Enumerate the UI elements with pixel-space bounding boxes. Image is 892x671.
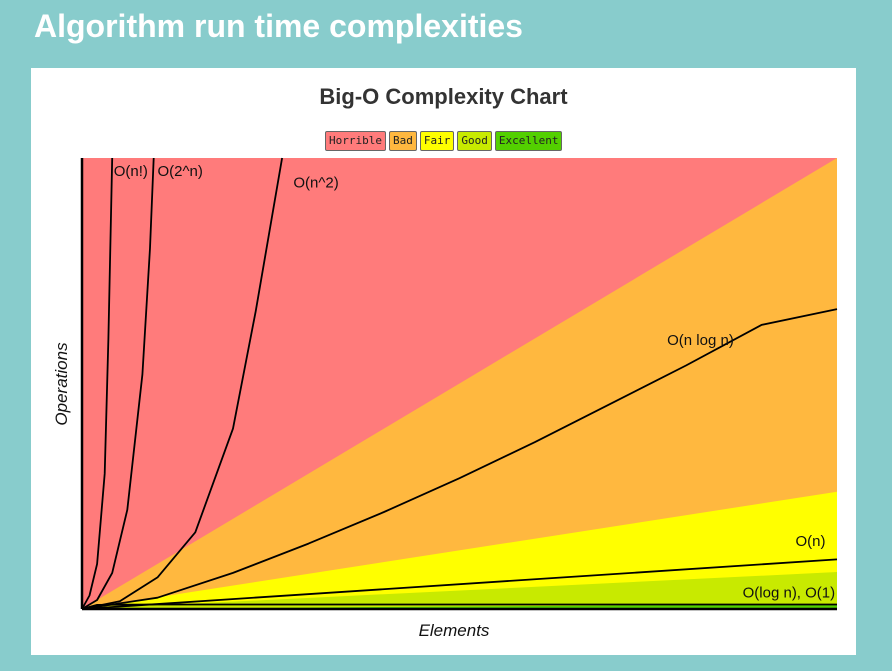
label-o-n: O(n) [795, 533, 825, 550]
complexity-curves [81, 157, 838, 610]
legend-item-fair: Fair [419, 131, 455, 151]
legend-item-good: Good [457, 131, 492, 151]
legend: Horrible Bad Fair Good Excellent [325, 131, 563, 151]
x-axis-label: Elements [419, 621, 490, 640]
curve-o-n-2 [81, 157, 283, 610]
chart-title: Big-O Complexity Chart [319, 84, 568, 109]
complexity-regions [82, 158, 837, 609]
y-axis-label: Operations [52, 342, 71, 426]
curve-o-n [81, 157, 114, 610]
legend-item-horrible: Horrible [325, 131, 386, 151]
curve-o-n [81, 558, 838, 610]
slide-title: Algorithm run time complexities [34, 8, 523, 44]
label-o-n-log-n: O(n log n) [667, 332, 734, 349]
curve-labels: O(n!) O(2^n) O(n^2) O(n log n) O(n) O(log n),… [114, 163, 835, 602]
curve-o-n-log-n [81, 308, 838, 610]
region-good [82, 572, 837, 609]
label-o-2-n: O(2^n) [158, 163, 203, 180]
curve-o-log-n-o-1 [81, 603, 837, 610]
chart-panel: Big-O Complexity Chart Horrible Bad Fair… [31, 68, 856, 655]
region-bad [82, 158, 837, 609]
label-o-log-n-o-1: O(log n), O(1) [743, 585, 836, 602]
legend-item-excellent: Excellent [494, 131, 563, 151]
label-o-n-2: O(n^2) [293, 174, 338, 191]
region-fair [82, 491, 837, 609]
legend-item-bad: Bad [388, 131, 417, 151]
complexity-chart: O(n!) O(2^n) O(n^2) O(n log n) O(n) O(log n),… [52, 157, 838, 640]
label-o-n: O(n!) [114, 163, 148, 180]
curve-o-2-n [81, 157, 155, 610]
